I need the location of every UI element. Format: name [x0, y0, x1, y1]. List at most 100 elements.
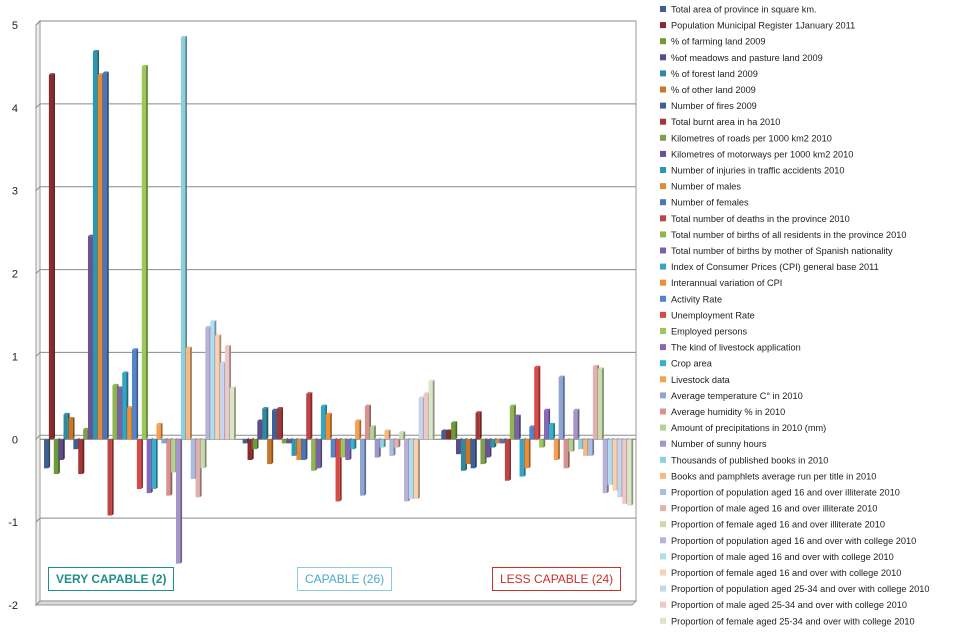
bar-side	[403, 431, 406, 440]
bar-top	[441, 429, 448, 431]
bar-top	[210, 320, 217, 322]
legend-item: Crop area	[660, 359, 713, 369]
legend-label: Proportion of female aged 16 and over wi…	[671, 568, 901, 578]
legend-item: Activity Rate	[660, 294, 722, 304]
bar-face	[456, 439, 461, 455]
bar-side	[185, 35, 187, 440]
legend-swatch	[660, 167, 666, 173]
bar-face	[622, 439, 627, 504]
bar-face	[558, 377, 563, 440]
bar-top	[355, 419, 362, 422]
legend-swatch	[660, 247, 666, 254]
bar-face	[156, 424, 161, 440]
bar-side	[359, 419, 362, 440]
legend-swatch	[660, 311, 666, 318]
bar-face	[490, 439, 495, 448]
bar-face	[281, 439, 287, 444]
bar-face	[335, 439, 340, 502]
legend-swatch	[660, 215, 666, 222]
bar-top	[399, 431, 406, 433]
bar-top	[262, 407, 269, 409]
bar	[229, 386, 236, 440]
legend-swatch	[660, 424, 666, 431]
legend-swatch	[660, 183, 666, 190]
legend-label: Average temperature C° in 2010	[671, 391, 803, 401]
bar-top	[205, 325, 212, 328]
bar-side	[553, 422, 555, 440]
bar-face	[597, 368, 603, 440]
legend-swatch	[660, 279, 666, 286]
bar-face	[441, 431, 446, 440]
bar-top	[325, 412, 332, 415]
bar-top	[97, 73, 104, 75]
bar-side	[479, 411, 482, 440]
bar-side	[543, 437, 546, 448]
plot-floor	[34, 600, 638, 606]
bar	[350, 437, 357, 450]
bar-face	[242, 439, 247, 444]
bar-face	[112, 385, 117, 440]
bar	[470, 437, 477, 469]
y-tick-label: 2	[12, 269, 18, 281]
gridline-side	[35, 517, 41, 523]
gridline-side	[35, 352, 41, 357]
legend-label: Number of males	[671, 182, 741, 192]
legend-swatch	[660, 70, 666, 77]
bar-face	[379, 439, 384, 448]
bar-side	[383, 437, 386, 448]
legend-item: Unemployment Rate	[660, 310, 755, 320]
bar-top	[509, 404, 516, 407]
bar-face	[404, 439, 409, 502]
bar-side	[538, 365, 541, 440]
bar-face	[553, 439, 559, 460]
bar	[156, 422, 163, 440]
bar-top	[272, 408, 279, 411]
legend-swatch	[660, 472, 666, 479]
bar-face	[369, 426, 375, 440]
legend-item: Proportion of female aged 16 and over il…	[660, 520, 885, 530]
bar-face	[529, 426, 534, 440]
bar-face	[291, 439, 296, 456]
bar-side	[281, 407, 283, 440]
bar-top	[132, 348, 139, 350]
bar-face	[224, 346, 230, 440]
legend-item: Books and pamphlets average run per titl…	[660, 471, 876, 481]
legend-swatch	[660, 408, 666, 415]
legend-label: Amount of precipitations in 2010 (mm)	[671, 423, 826, 433]
bar-face	[578, 439, 583, 450]
legend-swatch	[660, 344, 666, 351]
legend-item: Number of fires 2009	[660, 101, 757, 111]
legend-label: Total number of births of all residents …	[671, 230, 906, 240]
bar-side	[111, 437, 114, 516]
bar-face	[267, 439, 272, 465]
bar-top	[514, 414, 521, 417]
bar-face	[296, 439, 301, 460]
bar	[102, 71, 109, 440]
bar-face	[607, 439, 612, 485]
legend-swatch	[660, 440, 666, 447]
bar-face	[355, 421, 360, 440]
legend-swatch	[660, 150, 666, 157]
bar-face	[423, 393, 428, 440]
legend-swatch	[660, 553, 666, 560]
bar-side	[82, 437, 85, 475]
bar	[136, 437, 143, 489]
bar-side	[398, 437, 401, 448]
bar-top	[423, 392, 430, 394]
bar-face	[117, 387, 122, 440]
legend-item: %of meadows and pasture land 2009	[660, 53, 823, 63]
y-axis-tick-labels: -2 -1 0 1 2 3 4 5	[8, 20, 18, 612]
bar-side	[509, 437, 511, 481]
legend-item: Proportion of female aged 16 and over wi…	[660, 568, 901, 578]
bar-side	[562, 375, 565, 440]
bar-face	[58, 439, 63, 460]
legend-label: % of farming land 2009	[671, 37, 766, 47]
legend-label: Number of fires 2009	[671, 101, 757, 111]
legend-label: Books and pamphlets average run per titl…	[671, 471, 876, 481]
legend-item: Average humidity % in 2010	[660, 407, 785, 417]
legend-label: %of meadows and pasture land 2009	[671, 53, 823, 63]
bar-top	[544, 408, 551, 411]
bar-face	[568, 439, 573, 452]
legend-item: Livestock data	[660, 375, 731, 385]
bar-face	[588, 439, 593, 456]
